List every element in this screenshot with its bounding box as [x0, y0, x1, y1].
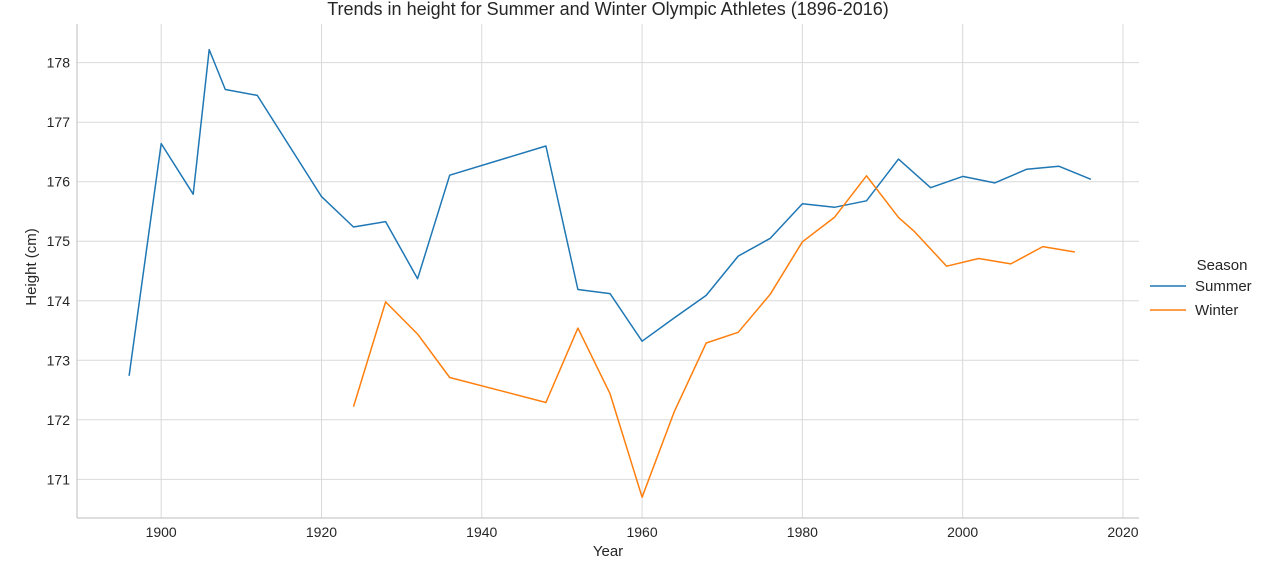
y-tick-label: 177 [47, 114, 71, 130]
grid-lines [77, 24, 1139, 518]
series-line-winter [352, 175, 1076, 498]
legend-title: Season [1197, 257, 1248, 274]
x-tick-label: 1940 [466, 524, 497, 540]
chart-title: Trends in height for Summer and Winter O… [327, 0, 889, 19]
y-tick-label: 171 [47, 471, 71, 487]
y-axis-label: Height (cm) [23, 228, 40, 306]
axis-spines [76, 24, 1139, 519]
x-tick-label: 2000 [947, 524, 978, 540]
x-tick-label: 2020 [1107, 524, 1138, 540]
x-tick-label: 1920 [306, 524, 337, 540]
x-tick-label: 1900 [146, 524, 177, 540]
y-axis-ticks: 171 172 173 174 175 176 177 178 [47, 55, 71, 488]
legend: Season Summer Winter [1150, 257, 1252, 319]
legend-label-winter: Winter [1195, 302, 1238, 319]
x-tick-label: 1980 [787, 524, 818, 540]
legend-label-summer: Summer [1195, 278, 1252, 295]
y-tick-label: 174 [47, 293, 71, 309]
y-tick-label: 178 [47, 55, 71, 71]
y-tick-label: 176 [47, 174, 71, 190]
x-tick-label: 1960 [626, 524, 657, 540]
y-tick-label: 175 [47, 233, 71, 249]
series-layer [128, 48, 1092, 498]
x-axis-label: Year [593, 543, 623, 560]
series-line-summer [128, 48, 1092, 376]
y-tick-label: 172 [47, 412, 71, 428]
x-axis-ticks: 1900 1920 1940 1960 1980 2000 2020 [146, 524, 1139, 540]
y-tick-label: 173 [47, 352, 71, 368]
